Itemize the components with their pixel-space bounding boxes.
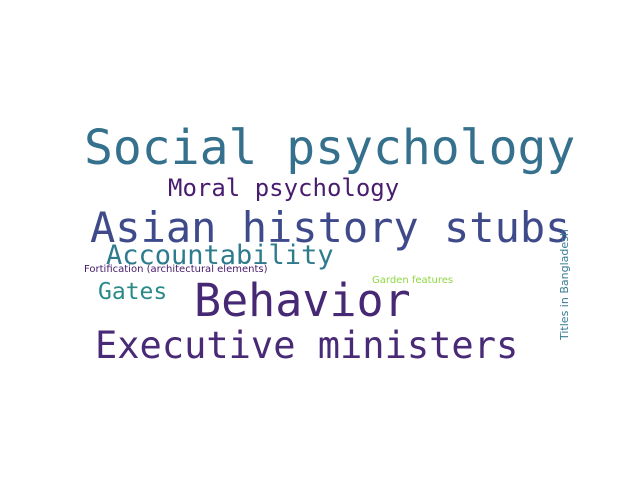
word-asian-history-stubs: Asian history stubs xyxy=(90,203,571,252)
word-accountability: Accountability xyxy=(106,240,334,271)
word-social-psychology: Social psychology xyxy=(84,120,576,176)
word-moral-psychology: Moral psychology xyxy=(168,174,400,202)
word-behavior: Behavior xyxy=(194,274,411,327)
word-fortification: Fortification (architectural elements) xyxy=(84,264,268,275)
word-gates: Gates xyxy=(98,279,168,305)
word-titles-in-bangladesh: Titles in Bangladesh xyxy=(558,229,571,340)
word-garden-features: Garden features xyxy=(372,275,454,286)
word-executive-ministers: Executive ministers xyxy=(95,324,519,367)
